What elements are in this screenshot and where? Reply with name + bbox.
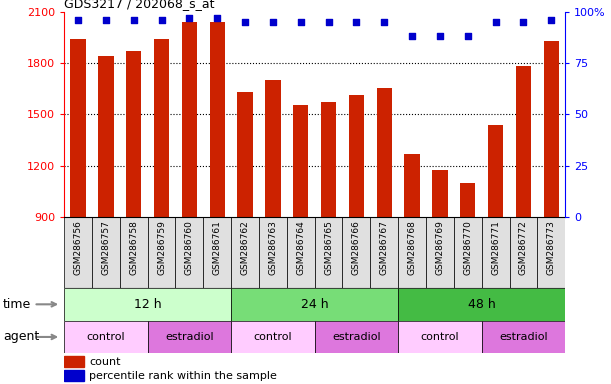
Bar <box>92 217 120 288</box>
Text: GSM286771: GSM286771 <box>491 220 500 275</box>
Bar <box>231 288 398 321</box>
Bar <box>181 22 197 217</box>
Text: GDS3217 / 202068_s_at: GDS3217 / 202068_s_at <box>64 0 214 10</box>
Bar <box>64 370 84 381</box>
Text: 48 h: 48 h <box>468 298 496 311</box>
Point <box>156 17 166 23</box>
Bar <box>126 51 141 217</box>
Text: control: control <box>87 332 125 342</box>
Bar <box>64 321 148 353</box>
Bar <box>460 183 475 217</box>
Bar <box>404 154 420 217</box>
Bar <box>315 217 343 288</box>
Bar <box>343 217 370 288</box>
Bar <box>148 321 231 353</box>
Bar <box>370 217 398 288</box>
Bar <box>481 321 565 353</box>
Bar <box>175 217 203 288</box>
Text: 24 h: 24 h <box>301 298 329 311</box>
Point <box>546 17 556 23</box>
Point <box>351 19 361 25</box>
Text: GSM286758: GSM286758 <box>130 220 138 275</box>
Text: GSM286762: GSM286762 <box>241 220 249 275</box>
Bar <box>544 41 559 217</box>
Text: control: control <box>420 332 459 342</box>
Bar <box>349 95 364 217</box>
Text: agent: agent <box>3 331 39 343</box>
Text: GSM286770: GSM286770 <box>463 220 472 275</box>
Bar <box>398 321 481 353</box>
Text: count: count <box>89 357 121 367</box>
Text: GSM286764: GSM286764 <box>296 220 306 275</box>
Bar <box>238 92 253 217</box>
Bar <box>321 102 336 217</box>
Bar <box>231 217 259 288</box>
Text: control: control <box>254 332 292 342</box>
Bar <box>287 217 315 288</box>
Bar <box>154 39 169 217</box>
Bar <box>426 217 454 288</box>
Bar <box>64 288 231 321</box>
Point <box>240 19 250 25</box>
Point <box>435 33 445 39</box>
Bar <box>293 105 309 217</box>
Bar <box>231 321 315 353</box>
Text: GSM286768: GSM286768 <box>408 220 417 275</box>
Text: 12 h: 12 h <box>134 298 161 311</box>
Bar <box>537 217 565 288</box>
Bar <box>210 22 225 217</box>
Point <box>379 19 389 25</box>
Point <box>213 15 222 21</box>
Text: GSM286763: GSM286763 <box>268 220 277 275</box>
Text: GSM286756: GSM286756 <box>73 220 82 275</box>
Bar <box>148 217 175 288</box>
Bar <box>398 217 426 288</box>
Bar <box>265 80 280 217</box>
Point <box>73 17 83 23</box>
Point <box>407 33 417 39</box>
Text: GSM286765: GSM286765 <box>324 220 333 275</box>
Bar <box>432 170 448 217</box>
Bar <box>510 217 537 288</box>
Bar <box>454 217 481 288</box>
Text: estradiol: estradiol <box>499 332 547 342</box>
Point <box>491 19 500 25</box>
Text: time: time <box>3 298 31 311</box>
Point <box>463 33 473 39</box>
Bar <box>376 88 392 217</box>
Text: GSM286761: GSM286761 <box>213 220 222 275</box>
Bar <box>398 288 565 321</box>
Bar <box>315 321 398 353</box>
Text: GSM286767: GSM286767 <box>380 220 389 275</box>
Bar <box>259 217 287 288</box>
Text: GSM286759: GSM286759 <box>157 220 166 275</box>
Text: GSM286769: GSM286769 <box>436 220 444 275</box>
Text: estradiol: estradiol <box>165 332 214 342</box>
Point <box>101 17 111 23</box>
Bar <box>98 56 114 217</box>
Bar <box>203 217 231 288</box>
Text: GSM286772: GSM286772 <box>519 220 528 275</box>
Bar <box>516 66 531 217</box>
Text: GSM286773: GSM286773 <box>547 220 556 275</box>
Text: percentile rank within the sample: percentile rank within the sample <box>89 371 277 381</box>
Bar <box>481 217 510 288</box>
Bar <box>64 217 92 288</box>
Point <box>129 17 139 23</box>
Bar <box>120 217 148 288</box>
Point <box>268 19 278 25</box>
Text: estradiol: estradiol <box>332 332 381 342</box>
Text: GSM286760: GSM286760 <box>185 220 194 275</box>
Bar <box>64 356 84 367</box>
Bar <box>70 39 86 217</box>
Point <box>185 15 194 21</box>
Bar <box>488 124 503 217</box>
Point <box>519 19 529 25</box>
Point <box>324 19 334 25</box>
Text: GSM286757: GSM286757 <box>101 220 111 275</box>
Point <box>296 19 306 25</box>
Text: GSM286766: GSM286766 <box>352 220 361 275</box>
